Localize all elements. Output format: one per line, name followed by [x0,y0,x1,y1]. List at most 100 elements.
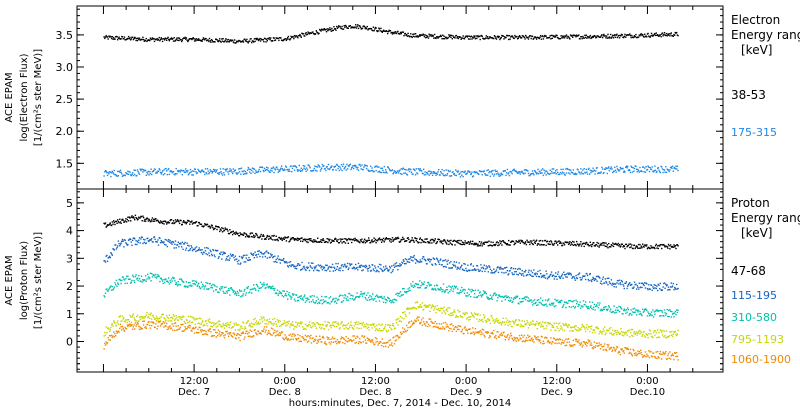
data-point [159,320,162,322]
data-point [654,313,656,315]
data-point [469,171,471,173]
data-point [155,315,158,317]
data-point [142,171,144,173]
data-point [552,302,555,304]
data-point [323,328,326,330]
data-point [371,167,373,169]
data-point [382,237,385,240]
data-point [165,319,167,321]
data-point [274,39,277,41]
data-point [324,167,326,170]
data-point [394,238,396,240]
data-point [244,232,246,235]
data-point [133,237,135,239]
data-point [326,238,328,240]
data-point [589,36,591,38]
data-point [397,293,400,295]
data-point [106,288,108,290]
data-point [474,268,476,270]
data-point [521,37,523,39]
data-point [174,283,177,286]
data-point [572,36,574,38]
data-point [106,225,108,227]
data-point [515,271,517,273]
data-point [618,279,621,281]
data-point [622,167,624,170]
data-point [207,170,209,172]
data-point [320,328,322,330]
data-point [632,167,634,169]
data-point [335,238,337,240]
data-point [452,35,454,37]
data-point [380,268,383,270]
data-point [402,311,404,314]
data-point [144,169,147,172]
data-point [151,238,153,240]
data-point [302,33,305,35]
data-point [210,325,212,327]
data-point [142,36,144,38]
data-point [327,302,330,304]
data-point [246,235,249,237]
data-point [482,243,484,245]
data-point [339,25,341,28]
data-point [508,34,511,37]
data-point [240,167,243,169]
data-point [157,239,159,241]
data-point [227,324,230,326]
data-point [540,172,542,174]
data-point [234,169,237,171]
data-point [333,266,335,268]
data-point [154,318,156,320]
data-point [319,264,322,266]
data-point [603,242,606,244]
data-point [589,173,591,175]
data-point [314,266,317,268]
data-point [538,240,540,242]
data-point [408,312,411,314]
data-point [283,296,285,298]
data-point [221,174,224,176]
data-point [218,323,220,325]
data-point [111,170,113,173]
data-point [242,295,244,297]
data-point [321,303,324,305]
data-point [300,170,302,172]
data-point [525,299,527,301]
data-point [132,38,135,41]
data-point [529,240,532,242]
data-point [108,35,110,37]
data-point [277,171,279,173]
data-point [668,170,670,173]
data-point [168,38,170,41]
data-point [229,253,232,255]
data-point [534,242,536,244]
data-point [391,239,393,241]
data-point [501,244,503,246]
data-point [626,167,628,169]
data-point [601,244,603,246]
data-point [138,316,141,318]
data-point [289,294,291,297]
data-point [179,242,181,244]
data-point [400,264,402,266]
data-point [295,165,297,168]
data-point [317,302,319,305]
data-point [150,312,152,314]
data-point [600,35,602,37]
data-point [457,240,459,242]
data-point [166,39,168,41]
data-point [142,316,144,318]
data-point [219,253,222,255]
data-point [633,281,636,283]
data-point [177,170,179,173]
data-point [329,168,331,170]
data-point [223,327,226,329]
data-point [122,240,124,242]
data-point [344,265,347,267]
data-point [446,243,448,245]
data-point [542,274,545,277]
data-point [467,241,470,243]
data-point [212,168,215,171]
data-point [134,275,137,278]
